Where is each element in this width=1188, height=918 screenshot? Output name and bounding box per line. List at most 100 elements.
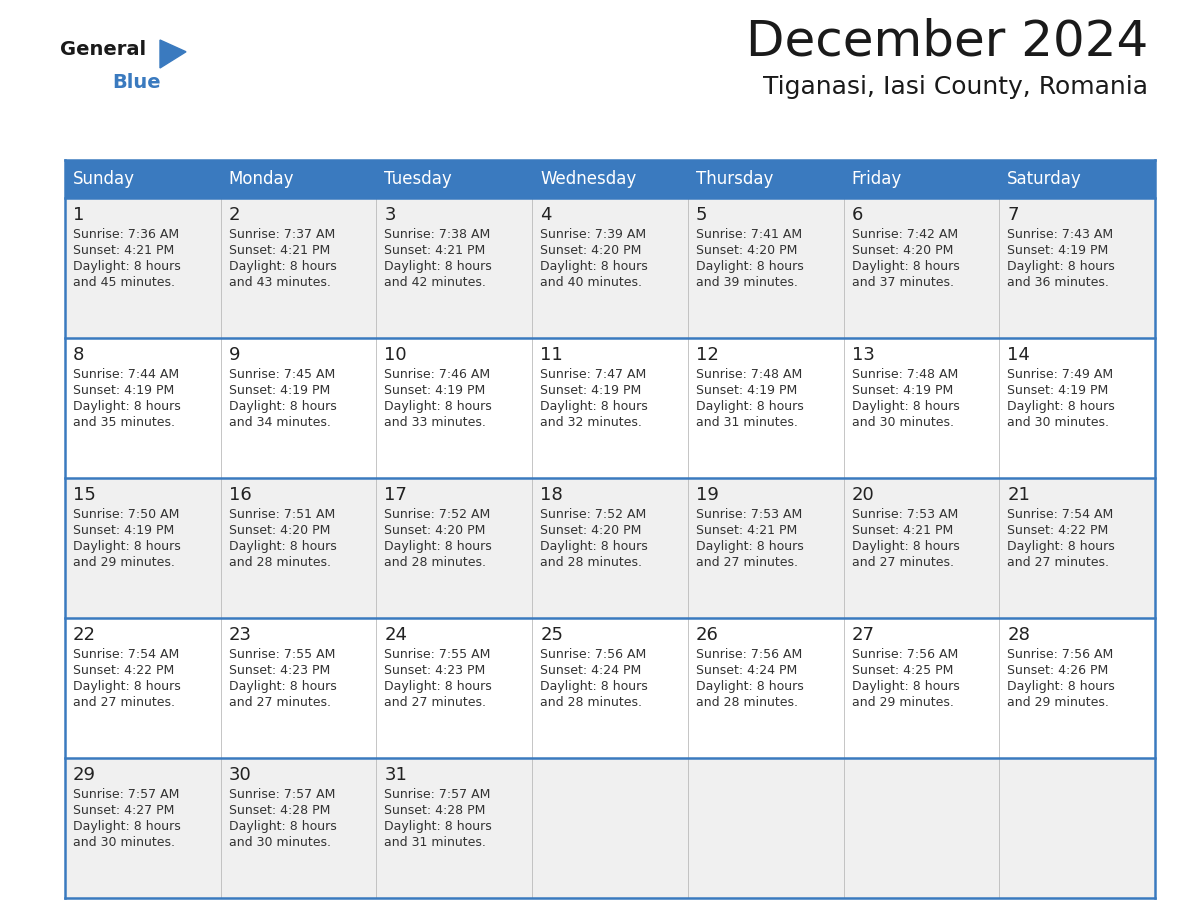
Text: Daylight: 8 hours: Daylight: 8 hours [385,400,492,413]
Bar [377,160,532,198]
Text: and 30 minutes.: and 30 minutes. [72,836,175,849]
Bar [688,160,843,198]
Text: Sunrise: 7:44 AM: Sunrise: 7:44 AM [72,368,179,381]
Text: Sunset: 4:21 PM: Sunset: 4:21 PM [696,524,797,537]
Text: Daylight: 8 hours: Daylight: 8 hours [541,400,647,413]
Text: Friday: Friday [852,170,902,188]
Text: and 42 minutes.: and 42 minutes. [385,276,486,289]
Text: Sunset: 4:23 PM: Sunset: 4:23 PM [385,664,486,677]
Text: Daylight: 8 hours: Daylight: 8 hours [72,400,181,413]
Text: Sunset: 4:21 PM: Sunset: 4:21 PM [385,244,486,257]
Text: Sunrise: 7:53 AM: Sunrise: 7:53 AM [696,508,802,521]
Text: Sunset: 4:20 PM: Sunset: 4:20 PM [696,244,797,257]
Text: 26: 26 [696,626,719,644]
Text: Sunset: 4:19 PM: Sunset: 4:19 PM [72,524,175,537]
Text: Sunset: 4:19 PM: Sunset: 4:19 PM [696,384,797,397]
Text: Daylight: 8 hours: Daylight: 8 hours [229,400,336,413]
Text: Sunset: 4:19 PM: Sunset: 4:19 PM [852,384,953,397]
Text: Sunset: 4:21 PM: Sunset: 4:21 PM [852,524,953,537]
Text: and 30 minutes.: and 30 minutes. [852,416,954,429]
Text: 21: 21 [1007,486,1030,504]
Polygon shape [160,40,187,68]
Text: Sunrise: 7:51 AM: Sunrise: 7:51 AM [229,508,335,521]
Text: 12: 12 [696,346,719,364]
Text: and 40 minutes.: and 40 minutes. [541,276,643,289]
Text: and 27 minutes.: and 27 minutes. [72,696,175,709]
Text: Daylight: 8 hours: Daylight: 8 hours [385,540,492,553]
Text: 31: 31 [385,766,407,784]
Text: 6: 6 [852,206,862,224]
Text: Daylight: 8 hours: Daylight: 8 hours [541,260,647,273]
Text: Sunrise: 7:52 AM: Sunrise: 7:52 AM [385,508,491,521]
Text: and 28 minutes.: and 28 minutes. [541,696,643,709]
Text: Sunrise: 7:53 AM: Sunrise: 7:53 AM [852,508,958,521]
Bar [221,160,377,198]
Text: and 27 minutes.: and 27 minutes. [852,556,954,569]
Text: Sunrise: 7:43 AM: Sunrise: 7:43 AM [1007,228,1113,241]
Text: Sunrise: 7:37 AM: Sunrise: 7:37 AM [229,228,335,241]
Text: Daylight: 8 hours: Daylight: 8 hours [696,540,803,553]
Text: 28: 28 [1007,626,1030,644]
Text: Sunrise: 7:36 AM: Sunrise: 7:36 AM [72,228,179,241]
Text: Saturday: Saturday [1007,170,1082,188]
Text: Daylight: 8 hours: Daylight: 8 hours [385,680,492,693]
Text: Daylight: 8 hours: Daylight: 8 hours [541,680,647,693]
Text: Sunset: 4:28 PM: Sunset: 4:28 PM [385,804,486,817]
Text: Sunrise: 7:50 AM: Sunrise: 7:50 AM [72,508,179,521]
Text: and 27 minutes.: and 27 minutes. [229,696,330,709]
Text: Sunrise: 7:41 AM: Sunrise: 7:41 AM [696,228,802,241]
Text: Daylight: 8 hours: Daylight: 8 hours [1007,260,1116,273]
Text: Sunset: 4:19 PM: Sunset: 4:19 PM [385,384,486,397]
Text: and 29 minutes.: and 29 minutes. [1007,696,1110,709]
Text: Monday: Monday [229,170,295,188]
Text: Sunset: 4:25 PM: Sunset: 4:25 PM [852,664,953,677]
Text: Sunset: 4:19 PM: Sunset: 4:19 PM [1007,244,1108,257]
Text: Daylight: 8 hours: Daylight: 8 hours [696,260,803,273]
Text: Sunrise: 7:56 AM: Sunrise: 7:56 AM [541,648,646,661]
Text: and 39 minutes.: and 39 minutes. [696,276,797,289]
Text: Sunrise: 7:46 AM: Sunrise: 7:46 AM [385,368,491,381]
Text: Sunset: 4:27 PM: Sunset: 4:27 PM [72,804,175,817]
Text: Daylight: 8 hours: Daylight: 8 hours [696,400,803,413]
Text: Sunrise: 7:54 AM: Sunrise: 7:54 AM [1007,508,1113,521]
Text: Daylight: 8 hours: Daylight: 8 hours [1007,680,1116,693]
Text: Sunrise: 7:45 AM: Sunrise: 7:45 AM [229,368,335,381]
Text: Daylight: 8 hours: Daylight: 8 hours [72,680,181,693]
Text: Sunset: 4:20 PM: Sunset: 4:20 PM [852,244,953,257]
Text: and 29 minutes.: and 29 minutes. [72,556,175,569]
Text: Daylight: 8 hours: Daylight: 8 hours [852,260,960,273]
Text: Daylight: 8 hours: Daylight: 8 hours [385,260,492,273]
Text: Tuesday: Tuesday [385,170,453,188]
Text: and 29 minutes.: and 29 minutes. [852,696,954,709]
Bar [65,160,221,198]
Text: Sunrise: 7:56 AM: Sunrise: 7:56 AM [852,648,958,661]
Text: Sunset: 4:19 PM: Sunset: 4:19 PM [541,384,642,397]
Text: General: General [61,40,146,59]
Text: Tiganasi, Iasi County, Romania: Tiganasi, Iasi County, Romania [763,75,1148,99]
Text: Sunrise: 7:49 AM: Sunrise: 7:49 AM [1007,368,1113,381]
Text: Sunset: 4:22 PM: Sunset: 4:22 PM [1007,524,1108,537]
Bar [843,160,999,198]
Text: Sunrise: 7:52 AM: Sunrise: 7:52 AM [541,508,646,521]
Text: Sunset: 4:28 PM: Sunset: 4:28 PM [229,804,330,817]
Text: Daylight: 8 hours: Daylight: 8 hours [541,540,647,553]
Text: Sunset: 4:19 PM: Sunset: 4:19 PM [1007,384,1108,397]
Text: Sunset: 4:19 PM: Sunset: 4:19 PM [229,384,330,397]
Text: Sunset: 4:19 PM: Sunset: 4:19 PM [72,384,175,397]
Text: 11: 11 [541,346,563,364]
Text: and 43 minutes.: and 43 minutes. [229,276,330,289]
Text: and 36 minutes.: and 36 minutes. [1007,276,1110,289]
Text: Daylight: 8 hours: Daylight: 8 hours [385,820,492,833]
Text: Daylight: 8 hours: Daylight: 8 hours [696,680,803,693]
Text: Blue: Blue [112,73,160,92]
Text: Sunrise: 7:39 AM: Sunrise: 7:39 AM [541,228,646,241]
Text: Sunset: 4:21 PM: Sunset: 4:21 PM [72,244,175,257]
Text: Sunrise: 7:55 AM: Sunrise: 7:55 AM [385,648,491,661]
Text: 18: 18 [541,486,563,504]
Text: Sunrise: 7:42 AM: Sunrise: 7:42 AM [852,228,958,241]
Text: 10: 10 [385,346,407,364]
Text: Daylight: 8 hours: Daylight: 8 hours [72,260,181,273]
Text: Sunset: 4:20 PM: Sunset: 4:20 PM [541,524,642,537]
Text: Wednesday: Wednesday [541,170,637,188]
Text: Daylight: 8 hours: Daylight: 8 hours [72,820,181,833]
